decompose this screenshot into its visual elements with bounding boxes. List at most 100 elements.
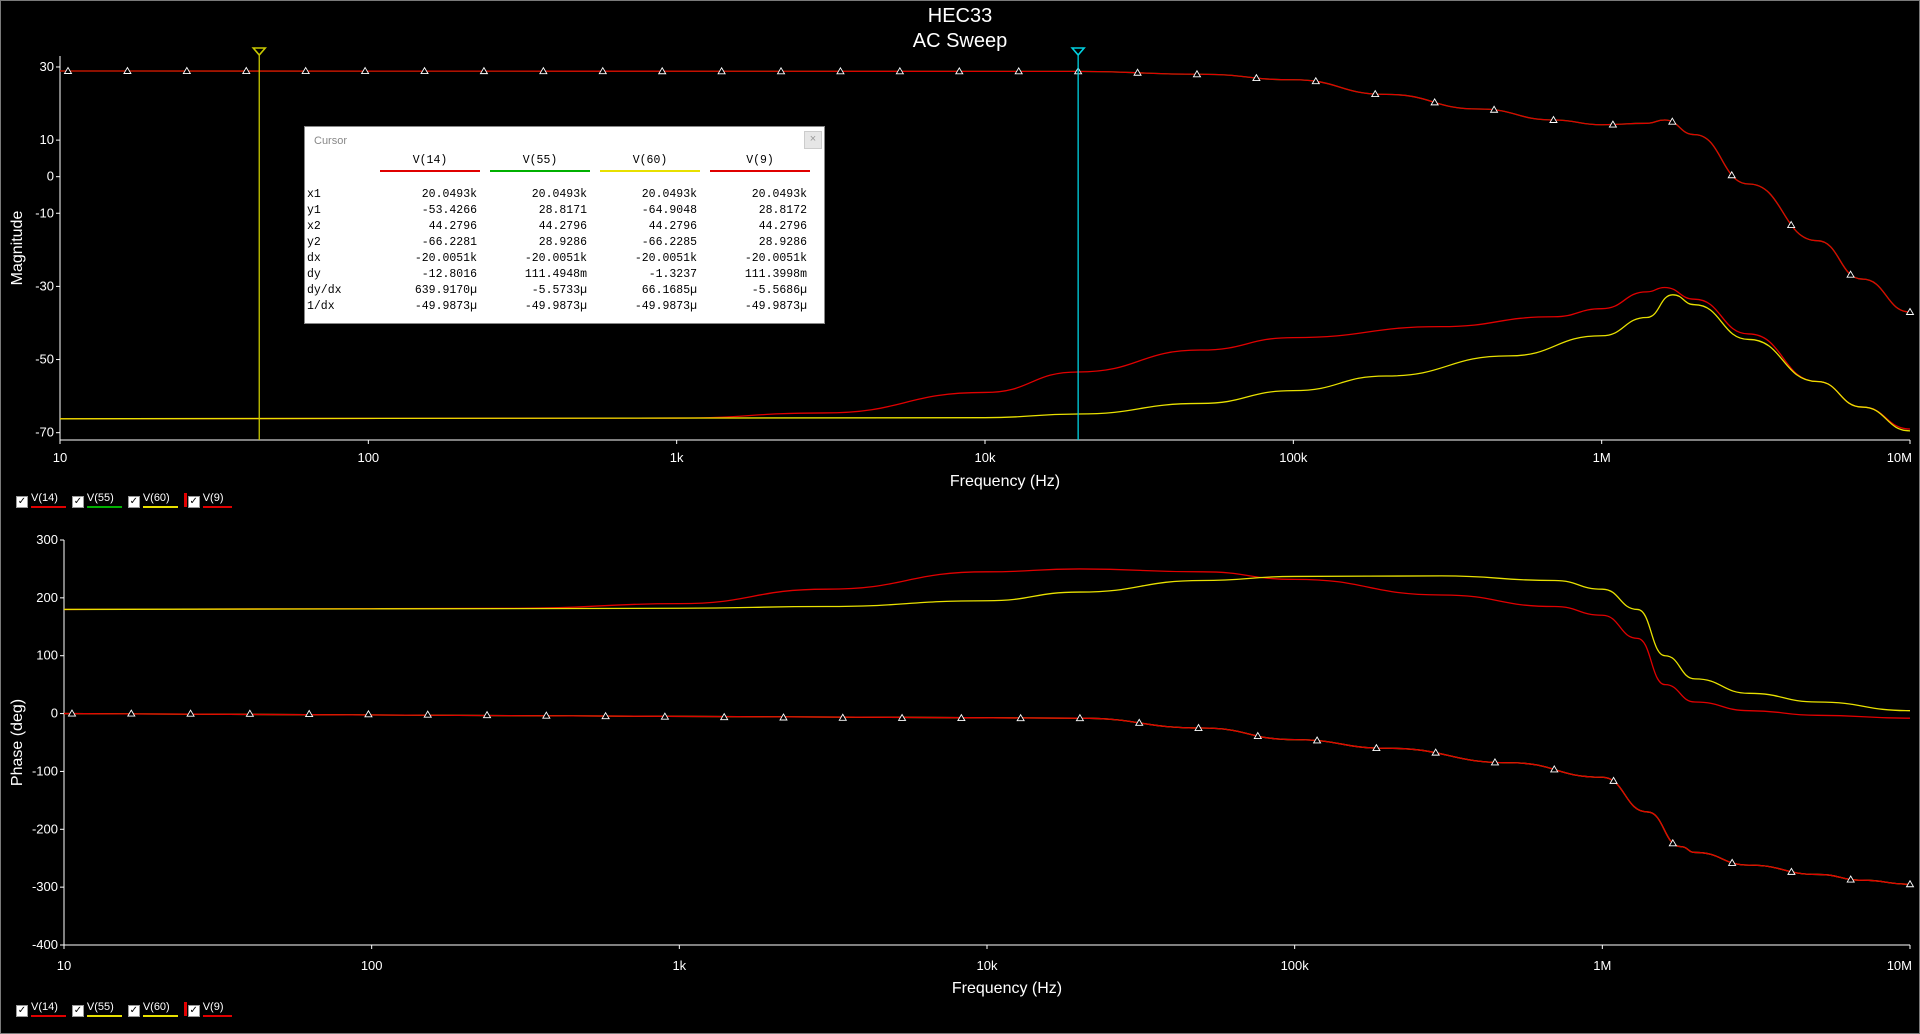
data-marker	[957, 713, 966, 722]
data-marker	[182, 66, 192, 74]
legend-item[interactable]: ✓ V(55)	[71, 1001, 122, 1017]
cursor-value: -49.9873µ	[634, 299, 697, 313]
x-axis-label: Frequency (Hz)	[950, 473, 1060, 490]
cursor-value: 20.0493k	[641, 187, 697, 201]
series-line-v60[interactable]	[59, 294, 1911, 432]
cursor-value: 66.1685µ	[641, 283, 697, 297]
cursor-panel-title: Cursor	[314, 135, 348, 147]
legend-text: V(55)	[86, 492, 114, 504]
y-tick-label: 10	[40, 132, 54, 147]
cursor-value: 111.3998m	[744, 267, 807, 281]
legend-checkbox[interactable]: ✓	[187, 496, 200, 508]
data-marker	[1668, 117, 1677, 125]
x-tick-label: 1k	[670, 450, 684, 465]
data-marker	[1252, 73, 1261, 82]
legend-swatch	[31, 506, 66, 508]
legend-text: V(9)	[202, 1001, 224, 1013]
cursor-value: 28.8171	[538, 203, 587, 217]
data-marker	[301, 66, 310, 74]
legend-item[interactable]: ✓ V(14)	[16, 492, 66, 508]
data-marker	[1490, 758, 1500, 766]
legend-item[interactable]: ✓ V(60)	[127, 492, 178, 508]
data-marker	[1253, 731, 1263, 740]
cursor-row-label: x1	[307, 187, 321, 201]
data-marker	[1549, 765, 1559, 773]
legend-item[interactable]: ✓ V(60)	[127, 1001, 178, 1017]
data-marker	[1609, 776, 1618, 784]
cursor-row-label: dy/dx	[307, 283, 342, 297]
data-marker	[779, 713, 788, 721]
cursor-2-handle[interactable]	[1070, 47, 1086, 57]
cursor-row-label: dx	[307, 251, 321, 265]
phase-plot[interactable]: 300 200 100 0 -100 -200 -300 -400 10 100 1k 10k 100k…	[9, 532, 1915, 997]
cursor-table: V(14) V(55) V(60) V(9) x1 20.0493k 20.0493k 20…	[305, 154, 815, 314]
x-tick-label: 100	[357, 450, 379, 465]
series-line-v14[interactable]	[63, 568, 1911, 719]
cursor-value: -66.2281	[421, 235, 477, 249]
cursor-value: -20.0051k	[524, 251, 587, 265]
x-tick-label: 10k	[977, 958, 998, 973]
legend-checkbox[interactable]: ✓	[16, 496, 28, 508]
y-tick-label: -10	[35, 205, 54, 220]
chart-title: HEC33	[928, 5, 992, 27]
legend-item[interactable]: ✓ V(55)	[71, 492, 122, 508]
cursor-row: 1/dx -49.9873µ -49.9873µ -49.9873µ -49.9873µ	[305, 298, 815, 314]
legend-swatch	[142, 506, 178, 508]
cursor-row: dy -12.8016 111.4948m -1.3237 111.3998m	[305, 266, 815, 282]
legend-checkbox[interactable]: ✓	[187, 1005, 200, 1017]
cursor-row: dx -20.0051k -20.0051k -20.0051k -20.0051k	[305, 250, 815, 266]
cursor-1-handle[interactable]	[251, 47, 267, 57]
legend-checkbox[interactable]: ✓	[71, 1005, 84, 1017]
data-marker	[1014, 66, 1023, 75]
cursor-panel[interactable]: Cursor × V(14) V(55) V(60) V(9) x1 20.0493k 2…	[304, 126, 825, 324]
x-axis-label: Frequency (Hz)	[952, 980, 1062, 997]
data-marker	[719, 712, 729, 721]
legend-text: V(9)	[202, 492, 224, 504]
cursor-value: -53.4266	[421, 203, 477, 217]
legend-checkbox[interactable]: ✓	[16, 1005, 28, 1017]
legend-checkbox[interactable]: ✓	[127, 1005, 140, 1017]
legend-text: V(14)	[31, 492, 58, 504]
series-line-v9[interactable]	[63, 712, 1911, 885]
data-marker	[1905, 307, 1915, 315]
cursor-value: 111.4948m	[524, 267, 587, 281]
cursor-value: 20.0493k	[751, 187, 807, 201]
chart-subtitle: AC Sweep	[913, 30, 1008, 52]
cursor-value: -49.9873µ	[744, 299, 807, 313]
cursor-value: 639.9170µ	[414, 283, 477, 297]
legend-item[interactable]: ✓ V(9)	[183, 1001, 232, 1017]
cursor-value: 44.2796	[758, 219, 807, 233]
series-line-v14[interactable]	[59, 286, 1911, 430]
y-tick-label: -50	[35, 352, 54, 367]
legend-checkbox[interactable]: ✓	[71, 496, 84, 508]
x-tick-label: 100	[361, 958, 383, 973]
data-marker	[1192, 69, 1202, 78]
legend-checkbox[interactable]: ✓	[127, 496, 140, 508]
cursor-value: -20.0051k	[414, 251, 477, 265]
series-line-v55[interactable]	[63, 712, 1911, 885]
legend-swatch	[202, 506, 232, 508]
y-tick-label: 300	[36, 532, 58, 547]
legend-label: V(60)	[142, 492, 178, 508]
x-tick-label: 1k	[672, 958, 686, 973]
data-marker	[1668, 838, 1678, 847]
data-marker	[1905, 879, 1915, 888]
cursor-column-header: V(60)	[595, 154, 705, 176]
cursor-value: -12.8016	[421, 267, 477, 281]
y-tick-label: 200	[36, 590, 58, 605]
cursor-value: -49.9873µ	[524, 299, 587, 313]
cursor-row: y1 -53.4266 28.8171 -64.9048 28.8172	[305, 202, 815, 218]
series-line-v60[interactable]	[63, 575, 1911, 712]
series-line-v9[interactable]	[59, 70, 1911, 313]
legend-item[interactable]: ✓ V(9)	[183, 492, 232, 508]
data-marker	[304, 709, 314, 717]
data-marker	[123, 66, 132, 74]
legend-item[interactable]: ✓ V(14)	[16, 1001, 66, 1017]
cursor-column-label: V(60)	[600, 154, 700, 172]
cursor-value: -66.2285	[641, 235, 697, 249]
y-tick-label: -200	[32, 821, 58, 836]
close-icon[interactable]: ×	[804, 131, 822, 149]
y-tick-label: -300	[32, 879, 58, 894]
cursor-value: -5.5686µ	[751, 283, 807, 297]
